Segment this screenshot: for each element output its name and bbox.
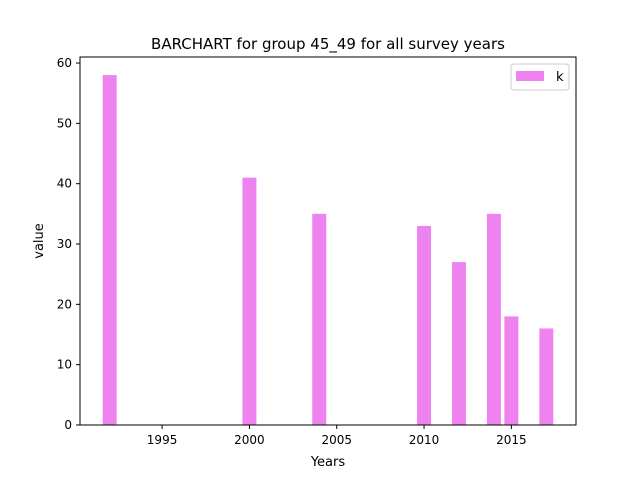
bar-2010	[417, 225, 432, 425]
x-tick-label: 2010	[409, 433, 440, 447]
legend-label: k	[556, 70, 564, 85]
y-tick-label: 10	[57, 358, 72, 372]
x-axis-ticks: 1995 2000 2005 2010 2015	[147, 425, 527, 447]
bar-2017	[539, 328, 554, 425]
bar-2015	[504, 316, 519, 425]
legend-swatch	[516, 71, 544, 81]
y-tick-label: 60	[57, 56, 72, 70]
bar-1992	[102, 75, 117, 425]
x-tick-label: 2015	[496, 433, 527, 447]
y-tick-label: 30	[57, 237, 72, 251]
bar-2014	[486, 213, 501, 425]
y-axis-ticks: 0 10 20 30 40 50 60	[57, 56, 80, 432]
x-axis-label: Years	[310, 455, 346, 470]
x-tick-label: 1995	[147, 433, 178, 447]
y-axis-label: value	[32, 223, 47, 259]
chart-title: BARCHART for group 45_49 for all survey …	[151, 35, 505, 54]
bar-2012	[452, 262, 466, 425]
x-tick-label: 2000	[234, 433, 265, 447]
y-tick-label: 20	[57, 297, 72, 311]
bar-2004	[312, 213, 327, 425]
y-tick-label: 0	[64, 418, 72, 432]
bar-2000	[242, 177, 257, 425]
legend: k	[510, 63, 570, 91]
y-tick-label: 50	[57, 116, 72, 130]
x-tick-label: 2005	[321, 433, 352, 447]
bars-group	[102, 75, 554, 425]
plot-frame	[79, 56, 577, 426]
y-tick-label: 40	[57, 177, 72, 191]
